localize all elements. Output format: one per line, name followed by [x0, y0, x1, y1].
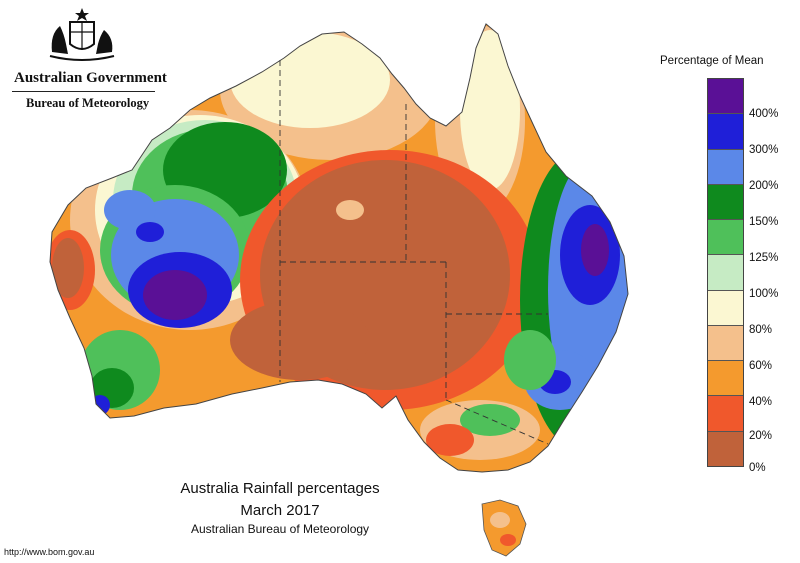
tasmania-wet-patch — [490, 512, 510, 528]
coat-of-arms-icon — [49, 8, 115, 61]
legend-swatch-200-300 — [708, 149, 743, 185]
legend-swatch-0-20 — [708, 431, 743, 466]
legend-label-400: 400% — [749, 108, 779, 120]
legend-label-80: 80% — [749, 324, 773, 336]
legend-label-300: 300% — [749, 144, 779, 156]
website-url: http://www.bom.gov.au — [4, 547, 95, 557]
legend-swatch-20-40 — [708, 396, 743, 432]
bureau-name: Bureau of Meteorology — [26, 96, 150, 110]
legend-swatch-40-60 — [708, 361, 743, 397]
logo-divider — [12, 91, 155, 92]
tasmania — [481, 499, 527, 557]
legend-swatch-100-125 — [708, 255, 743, 291]
map-title: Australia Rainfall percentages — [180, 480, 380, 497]
tasmania-dry-patch — [500, 534, 516, 546]
legend-label-100: 100% — [749, 288, 779, 300]
legend-swatch-60-80 — [708, 325, 743, 362]
state-borders — [279, 60, 549, 445]
legend-swatch-80-100 — [708, 290, 743, 326]
legend-title: Percentage of Mean — [660, 55, 764, 67]
legend-swatch-above-400 — [708, 79, 743, 115]
legend-swatch-300-400 — [708, 114, 743, 150]
legend-label-20: 20% — [749, 430, 773, 442]
legend-swatch-125-150 — [708, 220, 743, 256]
legend-label-40: 40% — [749, 396, 773, 408]
legend-label-200: 200% — [749, 180, 779, 192]
map-period: March 2017 — [240, 502, 320, 519]
legend-label-150: 150% — [749, 216, 779, 228]
legend-label-0: 0% — [749, 462, 766, 474]
legend-label-60: 60% — [749, 360, 773, 372]
government-name: Australian Government — [14, 70, 167, 86]
legend-colorbar — [707, 78, 744, 467]
map-source: Australian Bureau of Meteorology — [190, 522, 370, 536]
legend-swatch-150-200 — [708, 184, 743, 221]
legend-label-125: 125% — [749, 252, 779, 264]
